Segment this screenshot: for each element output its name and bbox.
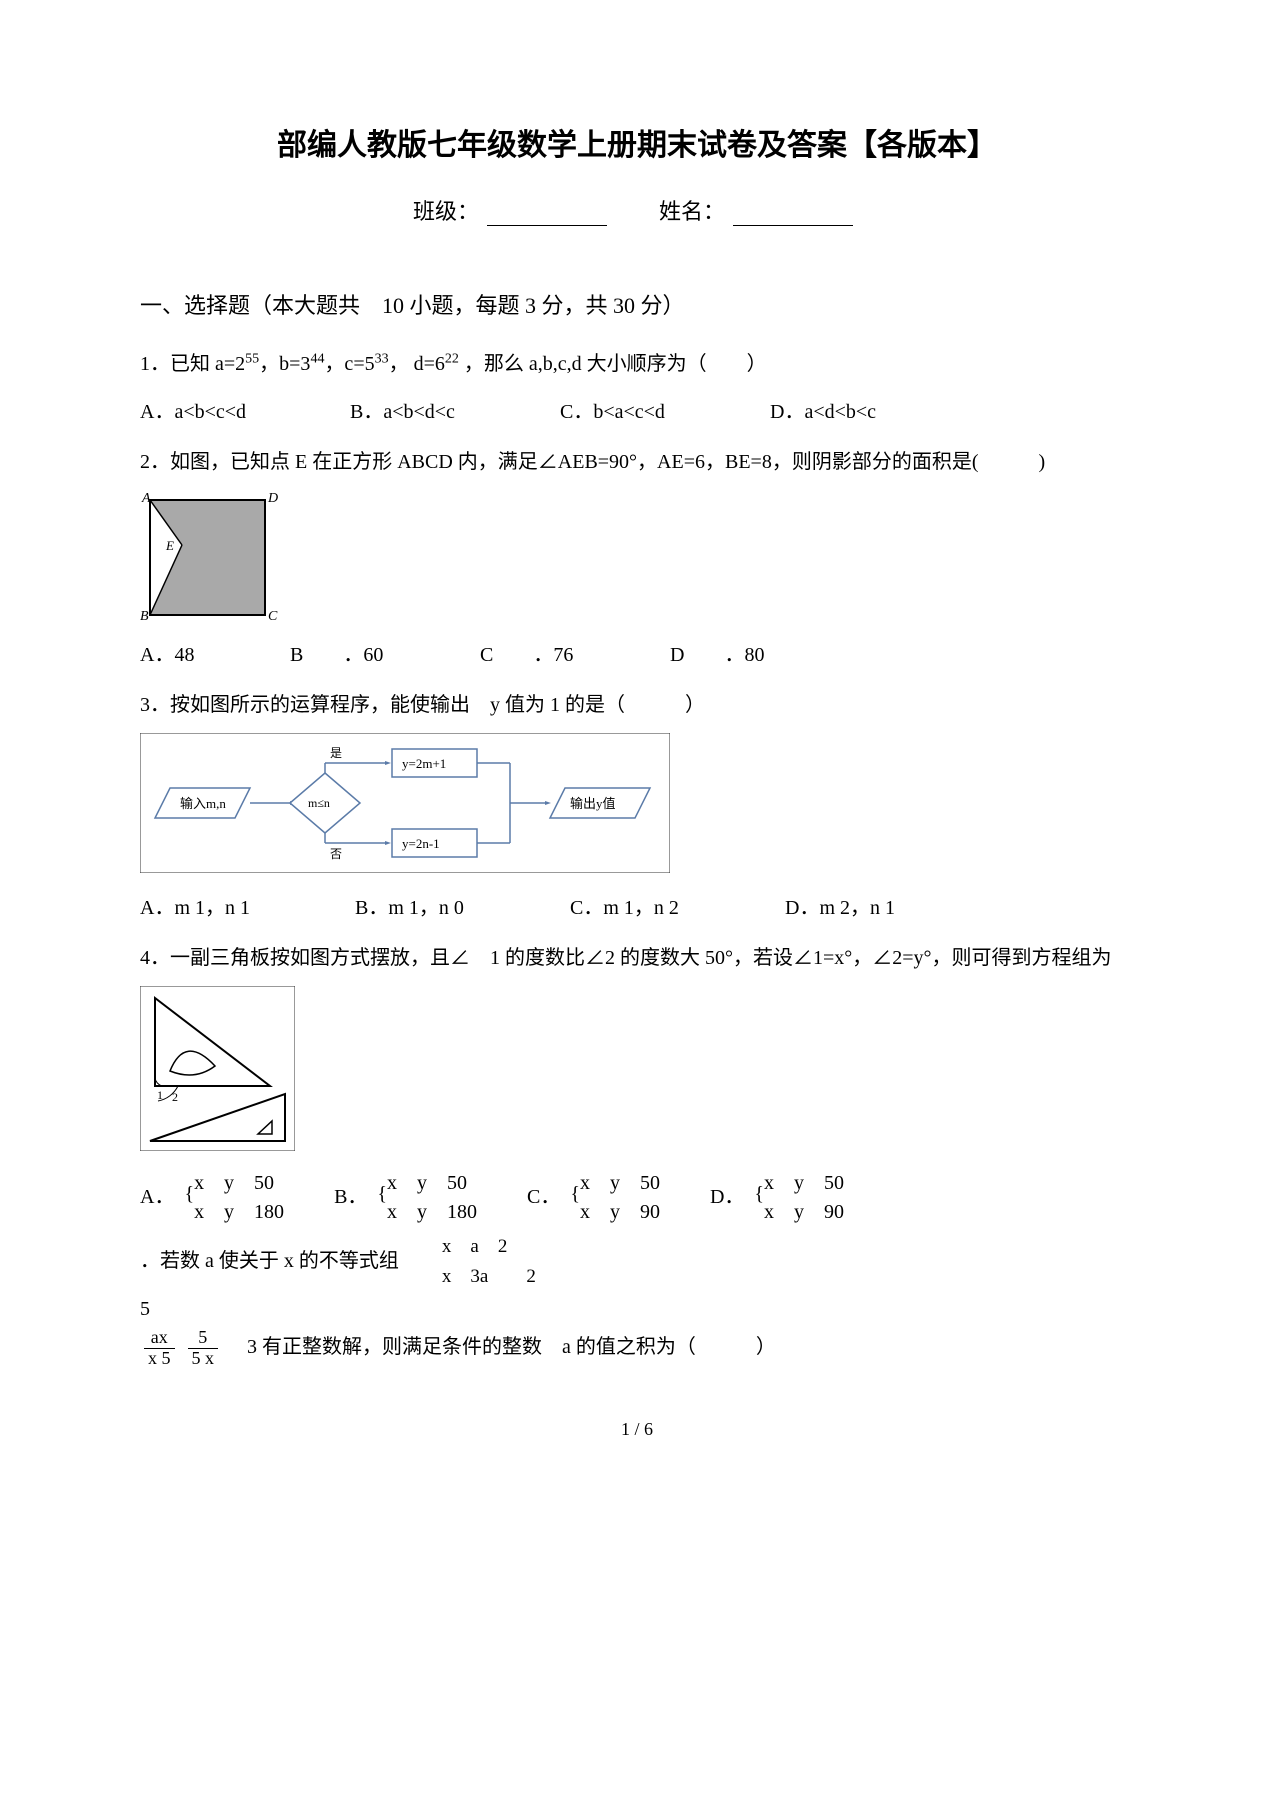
q2-labelB: B xyxy=(140,609,149,620)
q4-C-label: C． xyxy=(527,1180,560,1209)
q4-D-label: D． xyxy=(710,1180,744,1209)
q1-t3: ，c=5 xyxy=(324,353,374,375)
q4-D-r2: x y 90 xyxy=(764,1201,844,1223)
q1-exp4: 22 xyxy=(445,351,459,366)
q1-stem: 1．已知 a=255，b=344，c=533， d=622 ，那么 a,b,c,… xyxy=(140,344,1134,384)
q2-optA: A．48 xyxy=(140,635,290,675)
name-label: 姓名： xyxy=(659,199,725,224)
form-row: 班级： 姓名： xyxy=(140,194,1134,226)
q3-optA: A．m 1，n 1 xyxy=(140,888,355,928)
q4-angle2: 2 xyxy=(172,1090,178,1104)
q4-angle1: 1 xyxy=(157,1088,163,1102)
q2-options: A．48 B ．60 C ．76 D ．80 xyxy=(140,635,1134,675)
q4-C-r1: x y 50 xyxy=(580,1172,660,1194)
q2-diagram: A D B C E xyxy=(140,490,1134,625)
q4-B-r2: x y 180 xyxy=(387,1201,477,1223)
flow-output: 输出y值 xyxy=(570,796,616,811)
q2-labelA: A xyxy=(141,491,151,506)
q4-options: A． { x y 50 x y 180 B． { x y 50 x y 180 … xyxy=(140,1166,1134,1224)
q1-exp2: 44 xyxy=(310,351,324,366)
page-number: 1 / 6 xyxy=(140,1419,1134,1440)
q4-optC: C． { x y 50 x y 90 xyxy=(527,1166,660,1224)
q4-A-label: A． xyxy=(140,1180,174,1209)
q2-labelE: E xyxy=(165,538,174,553)
flow-input: 输入m,n xyxy=(180,796,226,811)
q1-exp1: 55 xyxy=(245,351,259,366)
q4-C-r2: x y 90 xyxy=(580,1201,660,1223)
flow-no: 否 xyxy=(330,847,342,861)
name-blank xyxy=(733,206,853,226)
flow-yes: 是 xyxy=(330,746,342,760)
q2-stem: 2．如图，已知点 E 在正方形 ABCD 内，满足∠AEB=90°，AE=6，B… xyxy=(140,442,1134,482)
q4-optB: B． { x y 50 x y 180 xyxy=(334,1166,477,1224)
flow-box1: y=2m+1 xyxy=(402,756,446,771)
q4-optA: A． { x y 50 x y 180 xyxy=(140,1166,284,1224)
q1-optC: C．b<a<c<d xyxy=(560,392,770,432)
q5: ．若数 a 使关于 x 的不等式组 x a 2 x 3a 2 5 ax x 5 … xyxy=(140,1232,1134,1369)
q1-optA: A．a<b<c<d xyxy=(140,392,350,432)
brace-icon: { xyxy=(377,1183,387,1206)
q2-optD: D ．80 xyxy=(670,635,860,675)
q5-f2-den: 5 x xyxy=(188,1349,219,1369)
q3-optC: C．m 1，n 2 xyxy=(570,888,785,928)
brace-icon: { xyxy=(184,1183,194,1206)
q3-options: A．m 1，n 1 B．m 1，n 0 C．m 1，n 2 D．m 2，n 1 xyxy=(140,888,1134,928)
q4-A-r2: x y 180 xyxy=(194,1201,284,1223)
q4-optD: D． { x y 50 x y 90 xyxy=(710,1166,844,1224)
q2-labelD: D xyxy=(267,491,278,506)
q5-sys-r2: x 3a 2 xyxy=(442,1266,536,1287)
q1-optD: D．a<d<b<c xyxy=(770,392,980,432)
q1-t4: ， d=6 xyxy=(389,353,445,375)
q1-exp3: 33 xyxy=(375,351,389,366)
q4-B-r1: x y 50 xyxy=(387,1172,467,1194)
q5-frac1: ax x 5 xyxy=(144,1328,175,1369)
q2-optB: B ．60 xyxy=(290,635,480,675)
q5-lead: ．若数 a 使关于 x 的不等式组 xyxy=(140,1250,399,1272)
q5-num: 5 xyxy=(140,1298,150,1321)
q3-stem: 3．按如图所示的运算程序，能使输出 y 值为 1 的是（ ） xyxy=(140,685,1134,725)
q3-optD: D．m 2，n 1 xyxy=(785,888,1000,928)
q1-text: 1．已知 a=2 xyxy=(140,353,245,375)
brace-icon: { xyxy=(754,1183,764,1206)
q1-t2: ，b=3 xyxy=(259,353,310,375)
class-blank xyxy=(487,206,607,226)
brace-icon: { xyxy=(570,1183,580,1206)
q4-diagram: 1 2 xyxy=(140,986,1134,1156)
class-label: 班级： xyxy=(413,199,479,224)
q5-f2-num: 5 xyxy=(188,1328,219,1349)
q5-sys-r1: x a 2 xyxy=(442,1236,507,1257)
q5-frac2: 5 5 x xyxy=(188,1328,219,1369)
q1-optB: B．a<b<d<c xyxy=(350,392,560,432)
q4-A-r1: x y 50 xyxy=(194,1172,274,1194)
flow-box2: y=2n-1 xyxy=(402,836,440,851)
flow-decision: m≤n xyxy=(308,796,330,810)
q5-tail: 3 有正整数解，则满足条件的整数 a 的值之积为（ ） xyxy=(227,1336,776,1358)
q5-f1-num: ax xyxy=(144,1328,175,1349)
q2-labelC: C xyxy=(268,609,278,620)
q4-D-r1: x y 50 xyxy=(764,1172,844,1194)
q4-B-label: B． xyxy=(334,1180,367,1209)
q1-options: A．a<b<c<d B．a<b<d<c C．b<a<c<d D．a<d<b<c xyxy=(140,392,1134,432)
q3-flowchart: 输入m,n m≤n 是 y=2m+1 否 y=2n-1 输出y值 xyxy=(140,733,1134,878)
q2-optC: C ．76 xyxy=(480,635,670,675)
q5-f1-den: x 5 xyxy=(144,1349,175,1369)
q1-t5: ，那么 a,b,c,d 大小顺序为（ ） xyxy=(459,353,767,375)
q3-optB: B．m 1，n 0 xyxy=(355,888,570,928)
section-header: 一、选择题（本大题共 10 小题，每题 3 分，共 30 分） xyxy=(140,286,1134,326)
q4-stem: 4．一副三角板按如图方式摆放，且∠ 1 的度数比∠2 的度数大 50°，若设∠1… xyxy=(140,938,1134,978)
page-title: 部编人教版七年级数学上册期末试卷及答案【各版本】 xyxy=(140,120,1134,164)
